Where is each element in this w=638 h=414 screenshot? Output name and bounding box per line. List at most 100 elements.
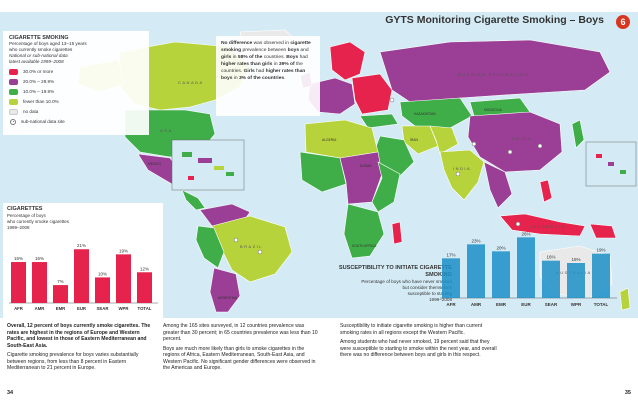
chart-data-label: 12% bbox=[140, 266, 149, 271]
legend-item: no data bbox=[9, 108, 143, 115]
chart-data-label: 21% bbox=[77, 243, 86, 248]
map-label-india: INDIA bbox=[453, 166, 472, 171]
region-new-zealand bbox=[619, 287, 631, 311]
chart-data-label: 16% bbox=[546, 255, 555, 260]
note-text: higher rates than boys bbox=[221, 69, 306, 81]
legend-note-line-1: National or sub-national data bbox=[9, 53, 68, 58]
gender-note: No difference was observed in cigarette … bbox=[216, 36, 320, 116]
note-text: Boys bbox=[286, 55, 299, 60]
note-text: boys bbox=[287, 48, 300, 53]
chart-category-label: WPR bbox=[571, 302, 582, 307]
subnational-site-dot bbox=[471, 141, 477, 147]
text-column-1: Overall, 12 percent of boys currently sm… bbox=[7, 323, 152, 375]
chart-bar bbox=[592, 253, 610, 298]
region-central-america bbox=[181, 189, 206, 211]
chart-bar bbox=[32, 262, 47, 303]
paragraph: Susceptibility to initiate cigarette smo… bbox=[340, 323, 483, 336]
text-column-3: Susceptibility to initiate cigarette smo… bbox=[340, 323, 500, 362]
note-text: in bbox=[231, 55, 238, 60]
title-bar: GYTS Monitoring Cigarette Smoking – Boys… bbox=[300, 14, 638, 30]
paragraph: Overall, 12 percent of boys currently sm… bbox=[7, 323, 151, 349]
world-map-svg bbox=[77, 29, 637, 313]
map-label-indonesia: INDONESIA bbox=[530, 224, 566, 229]
legend-swatch bbox=[9, 68, 18, 75]
map-label-mexico: MEXICO bbox=[148, 162, 162, 166]
note-text: . bbox=[284, 76, 286, 81]
chart-category-label: EUR bbox=[521, 302, 531, 307]
map-label-sudan: SUDAN bbox=[360, 164, 372, 168]
chart-data-label: 26% bbox=[521, 231, 530, 236]
susc-subtitle-line: 1999–2008 bbox=[429, 297, 452, 302]
chart-data-label: 10% bbox=[98, 271, 107, 276]
chart-category-label: SEAR bbox=[545, 302, 558, 307]
note-text: higher rates than girls bbox=[221, 62, 273, 67]
map-label-iran: IRAN bbox=[410, 138, 418, 142]
paragraph: Among students who had never smoked, 19 … bbox=[340, 339, 497, 358]
susc-title: SUSCEPTIBILITY TO INITIATE CIGARETTE SMO… bbox=[338, 265, 452, 278]
susc-subtitle-line: Percentage of boys who have never smoked bbox=[361, 279, 452, 284]
chart-category-label: EMR bbox=[496, 302, 507, 307]
chart-bar bbox=[95, 277, 110, 303]
map-label-south-africa: SOUTH AFRICA bbox=[352, 244, 377, 248]
page-number-left: 34 bbox=[7, 390, 14, 396]
cigarettes-chart-svg: 16% AFR 16% AMR 7% EMR 21% EUR 10% SEAR 19% WPR 12% T… bbox=[9, 243, 158, 311]
map-label-usa: USA bbox=[160, 128, 173, 133]
susc-subtitle-line: susceptible to starting bbox=[407, 291, 452, 296]
legend-note-line-2: latest available 1999–2008 bbox=[9, 59, 64, 64]
map-legend: CIGARETTE SMOKING Percentage of boys age… bbox=[3, 31, 149, 135]
legend-swatch bbox=[9, 78, 18, 85]
subnational-site-dot bbox=[507, 149, 513, 155]
legend-subtitle-line-1: Percentage of boys aged 13–15 years bbox=[9, 41, 87, 46]
susc-subtitle-line: but consider themselves bbox=[402, 285, 452, 290]
note-text: and bbox=[299, 48, 309, 53]
subnational-site-dot bbox=[455, 171, 461, 177]
note-text: countries. bbox=[262, 55, 287, 60]
chart-data-label: 20% bbox=[496, 245, 505, 250]
chart-data-label: 16% bbox=[35, 256, 44, 261]
region-png bbox=[589, 223, 617, 239]
subnational-site-dot bbox=[233, 237, 239, 243]
region-iran bbox=[401, 125, 439, 155]
region-west-africa bbox=[299, 151, 347, 193]
region-russia bbox=[379, 39, 611, 103]
region-argentina-chile bbox=[209, 267, 241, 313]
legend-label: 30.0% or more bbox=[23, 69, 54, 74]
legend-label: 10.0% – 19.9% bbox=[23, 89, 55, 94]
chart-bar bbox=[53, 285, 68, 303]
page-number-right: 35 bbox=[624, 390, 631, 396]
page-title: GYTS Monitoring Cigarette Smoking – Boys bbox=[385, 14, 604, 26]
chart-data-label: 19% bbox=[596, 248, 605, 253]
chart-bar bbox=[137, 272, 152, 303]
region-kazakhstan bbox=[399, 97, 473, 129]
text-column-2: Among the 165 sites surveyed, in 12 coun… bbox=[163, 323, 320, 375]
chart-data-label: 19% bbox=[119, 248, 128, 253]
note-text: was observed in bbox=[252, 41, 291, 46]
legend-item: sub-national data site bbox=[9, 118, 143, 125]
chart-title: CIGARETTES bbox=[7, 206, 43, 212]
subnational-site-dot bbox=[515, 221, 521, 227]
note-text: had bbox=[254, 69, 266, 74]
body-text: Overall, 12 percent of boys currently sm… bbox=[0, 318, 638, 414]
legend-label: fewer than 10.0% bbox=[23, 99, 59, 104]
note-text: 39% of bbox=[278, 62, 295, 67]
paragraph: Boys are much more likely than girls to … bbox=[163, 345, 316, 372]
region-philippines bbox=[539, 179, 553, 203]
caribbean-inset bbox=[171, 139, 245, 191]
subnational-site-icon bbox=[10, 118, 16, 125]
chart-category-label: WPR bbox=[118, 306, 129, 311]
chart-data-label: 7% bbox=[57, 279, 64, 284]
chart-data-label: 23% bbox=[471, 238, 480, 243]
map-label-algeria: ALGERIA bbox=[322, 138, 337, 142]
region-east-europe bbox=[351, 73, 393, 115]
region-madagascar bbox=[391, 221, 403, 245]
note-text: in bbox=[232, 76, 239, 81]
map-label-argentina: ARGENTINA bbox=[218, 296, 238, 300]
note-text: No difference bbox=[221, 41, 253, 46]
map-label-russia: RUSSIAN FEDERATION bbox=[458, 72, 530, 77]
region-se-asia bbox=[483, 161, 513, 209]
map-label-kazakhstan: KAZAKHSTAN bbox=[414, 112, 436, 116]
page-badge: 6 bbox=[616, 15, 630, 29]
chart-data-label: 15% bbox=[571, 257, 580, 262]
chart-data-label: 17% bbox=[446, 252, 455, 257]
legend-item: fewer than 10.0% bbox=[9, 98, 143, 105]
